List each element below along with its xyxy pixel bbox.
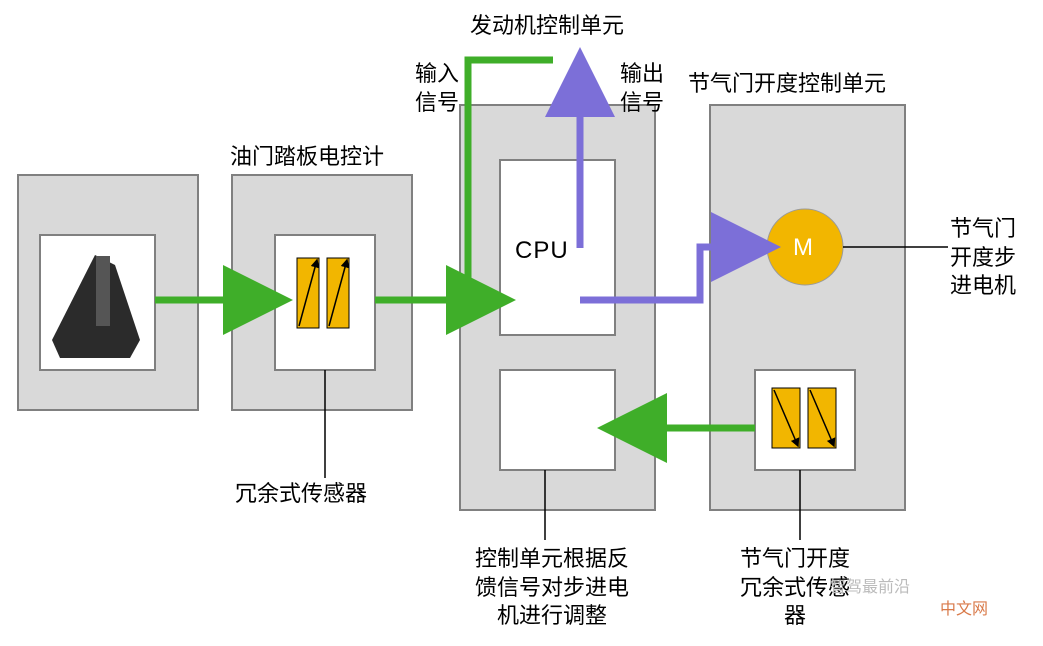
panel-throttle [710,105,905,510]
sensor-bar-encoder-1 [297,258,319,328]
label-feedback-desc: 控制单元根据反 馈信号对步进电 机进行调整 [475,545,629,631]
panel-encoder [232,175,412,410]
sensor-arrow-1 [299,260,317,326]
watermark-a: 智驾最前沿 [830,578,910,599]
box-pedal-image [40,235,155,370]
panel-pedal [18,175,198,410]
sensor-arrow-t1 [774,390,798,446]
pedal-arm-icon [96,256,110,326]
label-input-signal: 输入 信号 [415,60,459,117]
sensor-arrow-2 [329,260,347,326]
sensor-arrow-t2 [810,390,834,446]
pedal-icon [52,255,140,358]
diagram-canvas: 发动机控制单元 输入 信号 输出 信号 节气门开度控制单元 油门踏板电控计 CP… [0,0,1043,646]
label-ecu-title: 发动机控制单元 [470,12,624,41]
sensor-bar-throttle-2 [808,388,836,448]
watermark-b: 中文网 [940,600,988,621]
label-motor-desc: 节气门 开度步 进电机 [950,215,1016,301]
label-output-signal: 输出 信号 [620,60,664,117]
arrow-cpu-to-motor [580,247,760,300]
label-cpu: CPU [515,235,569,266]
sensor-bar-encoder-2 [327,258,349,328]
box-encoder-sensor [275,235,375,370]
panel-ecu [460,105,655,510]
label-motor-m: M [793,232,813,263]
label-throttle-title: 节气门开度控制单元 [688,70,886,99]
sensor-bar-throttle-1 [772,388,800,448]
label-redundant-sensor: 冗余式传感器 [235,480,367,509]
box-cpu-feedback [500,370,615,470]
label-encoder-title: 油门踏板电控计 [230,143,384,172]
box-throttle-sensor [755,370,855,470]
